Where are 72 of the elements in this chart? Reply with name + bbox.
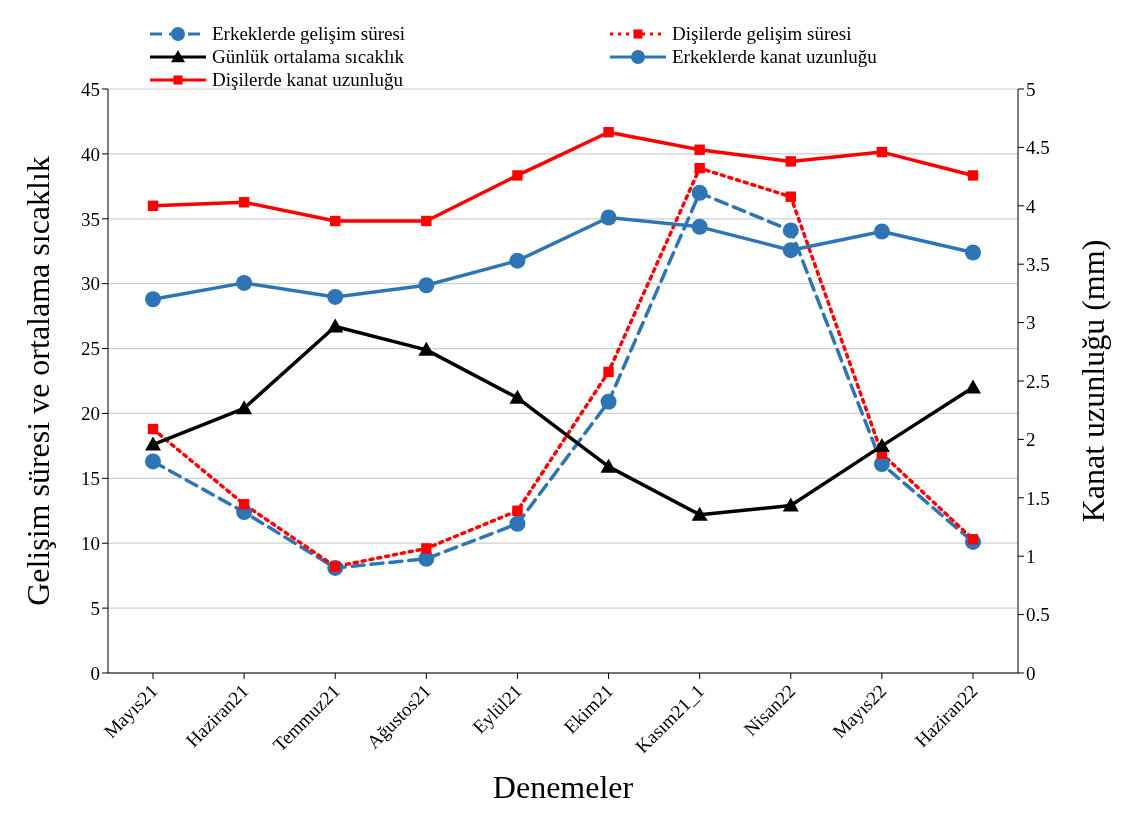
legend-label: Erkeklerde gelişim süresi [212, 22, 406, 45]
point [694, 162, 705, 174]
point [418, 277, 435, 294]
point [327, 318, 344, 333]
y-tick-label: 45 [81, 78, 100, 100]
y2-tick-label: 2 [1026, 429, 1036, 451]
point [782, 497, 799, 512]
point [145, 436, 161, 451]
y2-axis-title: Kanat uzunluğu (mm) [1075, 239, 1112, 523]
point [512, 170, 523, 181]
point [330, 215, 341, 227]
y2-tick-label: 4 [1026, 195, 1036, 217]
legend-label: Günlük ortalama sıcaklık [212, 45, 405, 68]
point [421, 215, 432, 227]
point [967, 534, 979, 545]
point [509, 389, 526, 404]
legend-label: Dişilerde gelişim süresi [672, 22, 852, 45]
point [600, 458, 617, 473]
x-axis-title: Denemeler [492, 769, 634, 805]
point [236, 274, 253, 291]
y2-tick-label: 1 [1026, 545, 1036, 567]
point [238, 499, 250, 510]
y-tick-label: 25 [81, 338, 100, 360]
y-tick-label: 0 [90, 662, 100, 684]
point [145, 291, 161, 308]
legend-label: Erkeklerde kanat uzunluğu [672, 45, 877, 68]
point [600, 209, 617, 226]
point [785, 191, 796, 202]
y-tick-label: 40 [81, 143, 100, 165]
y2-tick-label: 3 [1026, 312, 1036, 334]
point [691, 506, 708, 521]
y2-tick-label: 0.5 [1026, 604, 1050, 626]
point [147, 200, 159, 211]
y-tick-label: 10 [81, 532, 100, 554]
point [873, 437, 890, 452]
y2-tick-label: 5 [1026, 78, 1036, 100]
y2-tick-label: 4.5 [1026, 137, 1050, 159]
point [967, 170, 979, 181]
y-tick-label: 20 [81, 403, 100, 425]
point [691, 218, 708, 235]
point [603, 366, 614, 378]
y-tick-label: 15 [81, 468, 100, 490]
point [145, 453, 161, 470]
y-tick-label: 35 [81, 208, 100, 230]
y2-tick-label: 1.5 [1026, 487, 1050, 509]
point [238, 197, 250, 208]
point [785, 156, 796, 167]
y-tick-label: 30 [81, 273, 100, 295]
point [965, 244, 981, 261]
point [509, 252, 526, 269]
point [965, 379, 981, 394]
point [876, 146, 888, 158]
point [512, 505, 523, 516]
legend-label: Dişilerde kanat uzunluğu [212, 68, 404, 91]
point [782, 242, 799, 259]
point [873, 223, 890, 240]
y2-tick-label: 3.5 [1026, 253, 1050, 275]
point [691, 184, 708, 201]
y2-tick-label: 2.5 [1026, 370, 1050, 392]
y2-tick-label: 0 [1026, 662, 1036, 684]
point [600, 393, 617, 410]
y-axis-title: Gelişim süresi ve ortalama sıcaklık [20, 156, 57, 606]
y-tick-label: 5 [90, 597, 100, 619]
point [603, 127, 614, 138]
point [782, 222, 799, 239]
point [509, 515, 526, 532]
point [418, 341, 435, 356]
point [236, 400, 253, 415]
point [147, 423, 159, 435]
point [327, 288, 344, 305]
point [421, 543, 432, 554]
point [694, 144, 705, 155]
